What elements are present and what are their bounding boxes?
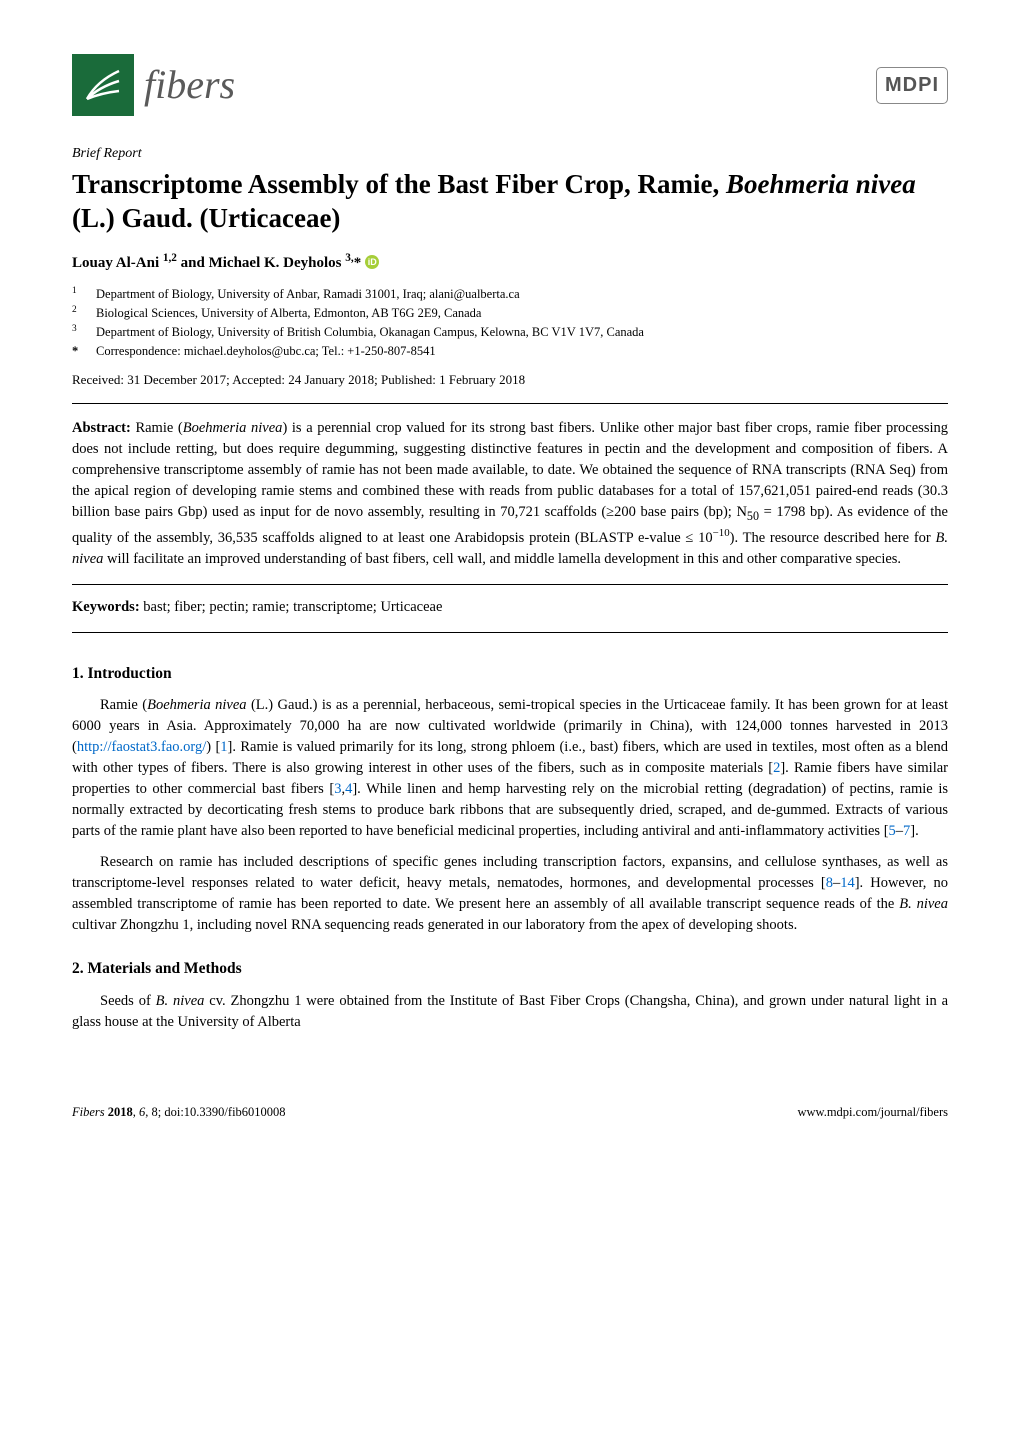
- citation-ref[interactable]: 8: [826, 875, 833, 891]
- publisher-logo: MDPI: [876, 67, 948, 104]
- body-text: –: [896, 823, 903, 839]
- abstract-text: Ramie (: [131, 420, 183, 436]
- footer-citation-rest: 2018, 6, 8; doi:10.3390/fib6010008: [105, 1105, 286, 1119]
- body-paragraph: Research on ramie has included descripti…: [72, 852, 948, 936]
- citation-ref[interactable]: 5: [889, 823, 896, 839]
- abstract-block: Abstract: Ramie (Boehmeria nivea) is a p…: [72, 403, 948, 584]
- orcid-icon[interactable]: iD: [365, 255, 379, 269]
- aff-num: 2: [72, 304, 86, 322]
- journal-name: fibers: [144, 56, 235, 114]
- title-pre: Transcriptome Assembly of the Bast Fiber…: [72, 169, 726, 199]
- body-text: ) [: [206, 739, 220, 755]
- keywords-text: bast; fiber; pectin; ramie; transcriptom…: [140, 599, 443, 615]
- aff-text: Department of Biology, University of Anb…: [96, 285, 520, 303]
- aff-num: 3: [72, 323, 86, 341]
- abstract-label: Abstract:: [72, 420, 131, 436]
- affiliation-row: 1 Department of Biology, University of A…: [72, 285, 948, 303]
- citation-ref[interactable]: 1: [220, 739, 227, 755]
- body-species: B. nivea: [899, 896, 948, 912]
- body-text: ].: [910, 823, 918, 839]
- authors-text: Louay Al-Ani 1,2 and Michael K. Deyholos…: [72, 250, 361, 275]
- body-text: cv. Zhongzhu 1 were obtained from the In…: [72, 993, 948, 1030]
- affiliations-block: 1 Department of Biology, University of A…: [72, 285, 948, 361]
- external-link[interactable]: http://faostat3.fao.org/: [77, 739, 206, 755]
- footer-citation: Fibers 2018, 6, 8; doi:10.3390/fib601000…: [72, 1103, 286, 1121]
- affiliation-row: * Correspondence: michael.deyholos@ubc.c…: [72, 342, 948, 360]
- abstract-species: Boehmeria nivea: [183, 420, 283, 436]
- article-title: Transcriptome Assembly of the Bast Fiber…: [72, 168, 948, 236]
- section-heading-introduction: 1. Introduction: [72, 663, 948, 685]
- journal-logo-icon: [72, 54, 134, 116]
- body-text: Ramie (: [100, 697, 147, 713]
- abstract-paragraph: Abstract: Ramie (Boehmeria nivea) is a p…: [72, 418, 948, 569]
- page-header: fibers MDPI: [72, 54, 948, 116]
- fibers-glyph-icon: [81, 63, 125, 107]
- keywords-block: Keywords: bast; fiber; pectin; ramie; tr…: [72, 585, 948, 633]
- affiliation-row: 2 Biological Sciences, University of Alb…: [72, 304, 948, 322]
- aff-text: Department of Biology, University of Bri…: [96, 323, 644, 341]
- body-paragraph: Ramie (Boehmeria nivea (L.) Gaud.) is as…: [72, 695, 948, 842]
- aff-num: *: [72, 342, 86, 360]
- footer-url[interactable]: www.mdpi.com/journal/fibers: [797, 1103, 948, 1121]
- publisher-name: MDPI: [885, 74, 939, 96]
- body-paragraph: Seeds of B. nivea cv. Zhongzhu 1 were ob…: [72, 991, 948, 1033]
- body-text: Research on ramie has included descripti…: [72, 854, 948, 891]
- footer-journal: Fibers: [72, 1105, 105, 1119]
- title-post: (L.) Gaud. (Urticaceae): [72, 203, 340, 233]
- affiliation-row: 3 Department of Biology, University of B…: [72, 323, 948, 341]
- body-text: Seeds of: [100, 993, 156, 1009]
- author-line: Louay Al-Ani 1,2 and Michael K. Deyholos…: [72, 250, 379, 275]
- abstract-text: will facilitate an improved understandin…: [103, 551, 901, 567]
- journal-logo: fibers: [72, 54, 235, 116]
- body-species: B. nivea: [156, 993, 205, 1009]
- section-heading-methods: 2. Materials and Methods: [72, 958, 948, 980]
- citation-ref[interactable]: 14: [840, 875, 855, 891]
- body-text: cultivar Zhongzhu 1, including novel RNA…: [72, 917, 797, 933]
- abstract-text: ) is a perennial crop valued for its str…: [72, 420, 948, 545]
- aff-text: Biological Sciences, University of Alber…: [96, 304, 481, 322]
- aff-num: 1: [72, 285, 86, 303]
- article-dates: Received: 31 December 2017; Accepted: 24…: [72, 371, 948, 390]
- article-type: Brief Report: [72, 144, 948, 164]
- title-species: Boehmeria nivea: [726, 169, 916, 199]
- aff-text: Correspondence: michael.deyholos@ubc.ca;…: [96, 342, 436, 360]
- body-species: Boehmeria nivea: [147, 697, 246, 713]
- keywords-label: Keywords:: [72, 599, 140, 615]
- page-footer: Fibers 2018, 6, 8; doi:10.3390/fib601000…: [72, 1103, 948, 1121]
